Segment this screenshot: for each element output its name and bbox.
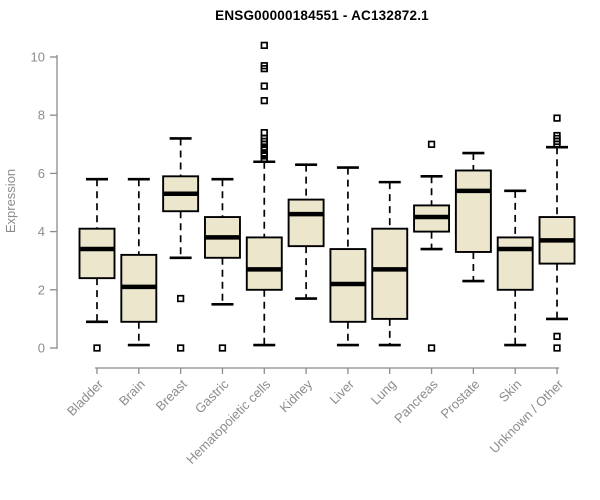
- x-tick-label-breast: Breast: [153, 376, 190, 413]
- y-axis-title: Expression: [3, 169, 18, 233]
- outlier-point: [553, 344, 561, 352]
- outlier-point: [427, 140, 436, 148]
- iqr-box: [496, 236, 534, 291]
- box-group-skin: [496, 189, 534, 347]
- x-tick-label-kidney: Kidney: [277, 376, 316, 415]
- outlier-point: [260, 96, 268, 105]
- iqr-box: [371, 227, 409, 320]
- box-group-bladder: [78, 177, 116, 352]
- y-tick-label: 10: [31, 50, 45, 65]
- iqr-box: [287, 198, 325, 248]
- y-tick-label: 2: [38, 282, 45, 297]
- box-group-unknown-other: [538, 114, 576, 352]
- x-tick-label-liver: Liver: [327, 376, 358, 407]
- x-tick-label-bladder: Bladder: [64, 376, 107, 419]
- box-group-prostate: [454, 151, 492, 283]
- iqr-box: [245, 236, 283, 291]
- box-group-breast: [162, 137, 200, 352]
- outlier-point: [93, 344, 101, 352]
- y-tick-label: 8: [38, 108, 45, 123]
- x-tick-label-unknown-other: Unknown / Other: [487, 376, 567, 456]
- box-group-liver: [329, 166, 367, 347]
- box-group-gastric: [204, 177, 241, 352]
- outlier-point: [176, 294, 185, 303]
- chart-title: ENSG00000184551 - AC132872.1: [215, 8, 429, 23]
- iqr-box: [454, 169, 492, 253]
- x-tick-label-gastric: Gastric: [192, 376, 232, 416]
- outlier-point: [260, 41, 268, 50]
- y-tick-label: 6: [38, 166, 45, 181]
- outlier-point: [260, 62, 268, 70]
- box-group-hematopoietic-cells: [245, 41, 283, 347]
- outlier-point: [260, 129, 268, 137]
- outlier-point: [553, 332, 561, 341]
- box-group-brain: [120, 177, 158, 347]
- x-tick-label-skin: Skin: [496, 377, 524, 405]
- iqr-box: [78, 227, 116, 280]
- box-group-pancreas: [413, 140, 451, 352]
- box-group-lung: [371, 180, 409, 347]
- box-group-kidney: [287, 163, 325, 300]
- x-tick-label-brain: Brain: [116, 377, 148, 409]
- outlier-point: [427, 344, 436, 352]
- x-tick-label-lung: Lung: [368, 377, 399, 408]
- y-tick-label: 4: [38, 224, 45, 239]
- x-tick-label-prostate: Prostate: [438, 377, 483, 422]
- y-tick-label: 0: [38, 341, 45, 356]
- outlier-point: [553, 140, 561, 148]
- x-tick-label-pancreas: Pancreas: [391, 376, 441, 426]
- outlier-point: [176, 344, 185, 352]
- outlier-point: [260, 82, 268, 90]
- outlier-point: [218, 344, 227, 352]
- outlier-point: [553, 114, 561, 122]
